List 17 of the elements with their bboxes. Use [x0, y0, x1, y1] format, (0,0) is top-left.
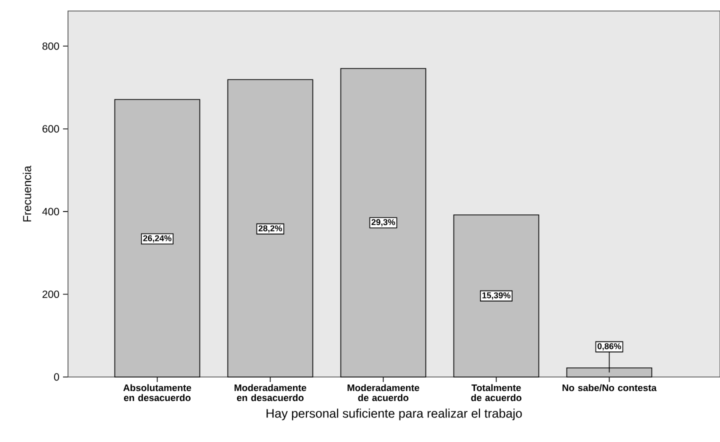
annotation: 29,3% — [372, 219, 396, 226]
y-tick-label: 200 — [42, 290, 60, 298]
x-tick-label: Moderadamente de acuerdo — [348, 384, 420, 402]
y-tick-label: 800 — [42, 42, 60, 50]
y-tick-label: 600 — [42, 125, 60, 133]
y-tick-label: 400 — [42, 208, 60, 216]
annotation: 28,2% — [258, 225, 282, 233]
x-tick-label: Totalmente de acuerdo — [471, 384, 522, 402]
x-tick-label: Absolutamente en desacuerdo — [123, 384, 192, 402]
annotation: 26,24% — [143, 235, 172, 242]
y-axis-title: Frecuencia — [22, 166, 32, 222]
annotation: 0,86% — [598, 343, 622, 350]
x-tick-label: Moderadamente en desacuerdo — [234, 384, 306, 402]
y-tick-label: 0 — [54, 373, 60, 381]
annotation: 15,39% — [482, 292, 510, 300]
x-axis-title: Hay personal suficiente para realizar el trabajo — [266, 408, 522, 420]
x-tick-label: No sabe/No contesta — [562, 384, 657, 392]
